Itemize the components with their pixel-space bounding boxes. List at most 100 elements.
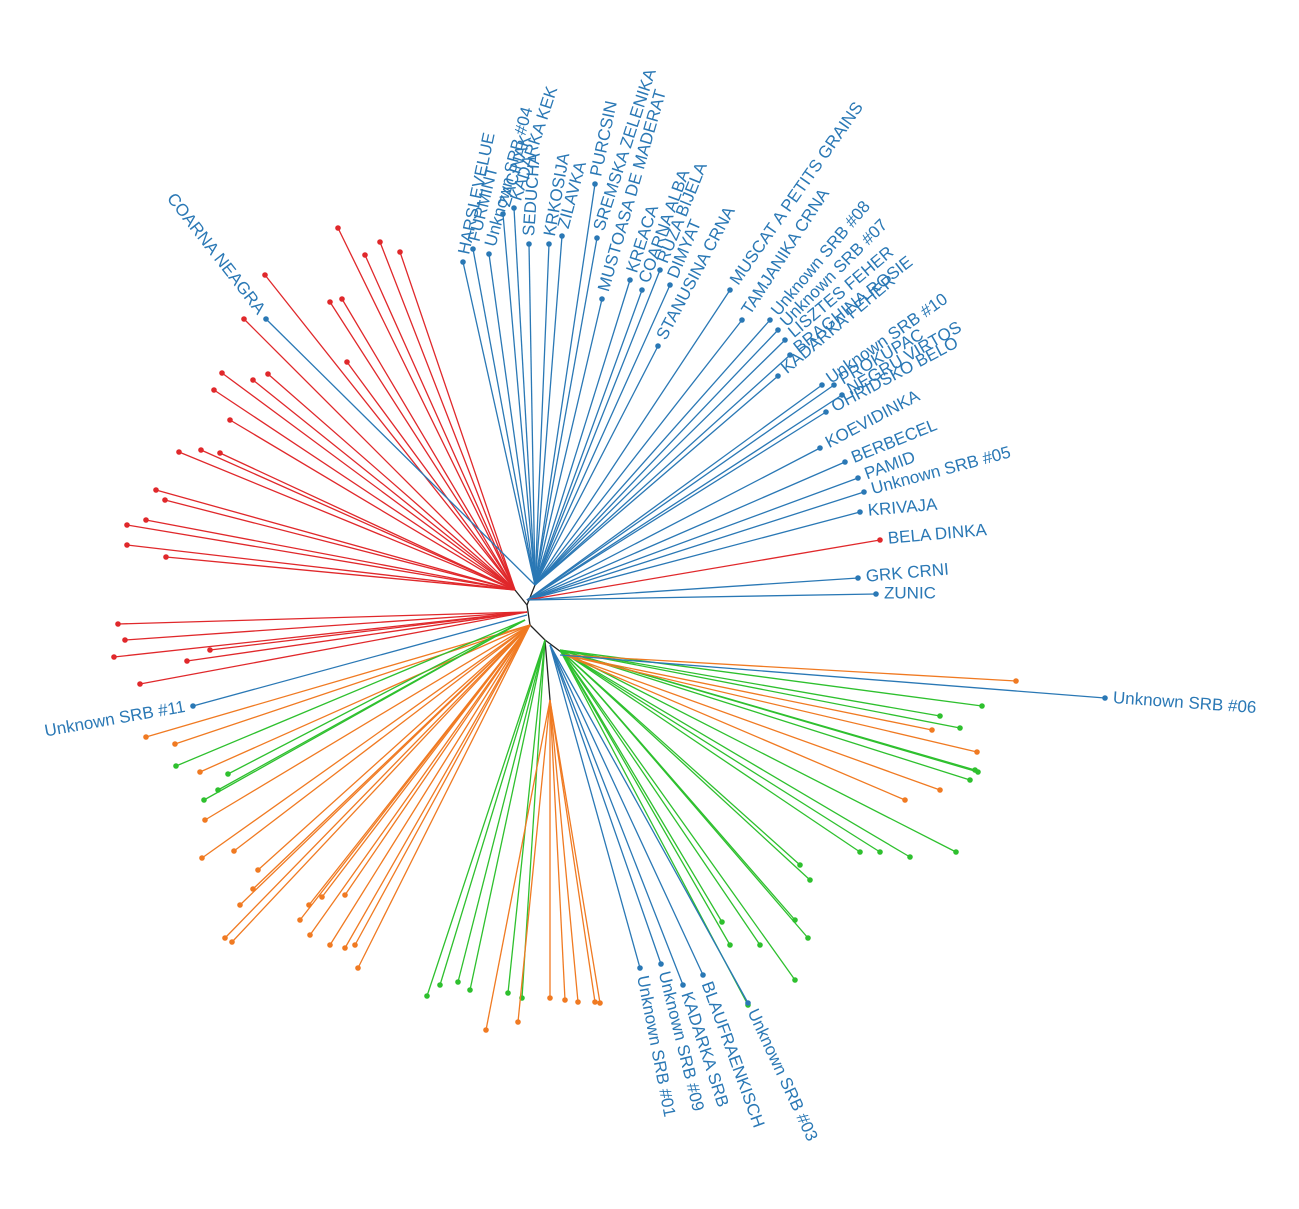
branch — [462, 261, 536, 586]
branch — [213, 389, 516, 591]
branch — [526, 577, 859, 601]
leaf-dot — [263, 316, 269, 322]
branch — [559, 649, 911, 858]
branch — [534, 319, 771, 586]
leaf-dot — [237, 902, 243, 908]
branch — [534, 279, 631, 586]
internal-branch — [529, 624, 546, 641]
leaf-dot — [342, 945, 348, 951]
leaf-dot — [547, 995, 553, 1001]
branch — [526, 491, 865, 601]
leaf-dot — [592, 999, 598, 1005]
leaf-dot — [225, 771, 231, 777]
branch — [549, 699, 601, 1004]
leaf-dot — [957, 725, 963, 731]
leaf-dot — [124, 542, 130, 548]
leaf-dot — [546, 241, 552, 247]
branch — [485, 699, 551, 1031]
leaf-dot — [797, 862, 803, 868]
branch — [364, 254, 516, 591]
leaf-dot — [967, 777, 973, 783]
leaf-dot — [775, 327, 781, 333]
leaf-dot — [344, 359, 350, 365]
branch — [559, 649, 861, 853]
branch — [399, 251, 516, 591]
leaf-dot — [460, 259, 466, 265]
leaf-dot — [855, 475, 861, 481]
branch — [559, 649, 971, 781]
leaf-dot — [377, 239, 383, 245]
branch — [231, 624, 531, 943]
branch — [559, 649, 811, 881]
branch — [526, 411, 827, 601]
branch — [299, 624, 531, 921]
branch — [243, 318, 516, 591]
branch — [224, 624, 531, 939]
branch — [341, 298, 516, 591]
branch — [201, 624, 531, 859]
branch — [534, 319, 743, 586]
leaf-dot — [739, 317, 745, 323]
leaf-dot — [190, 703, 196, 709]
leaf-dot — [297, 917, 303, 923]
leaf-dot — [211, 387, 217, 393]
branch — [534, 298, 603, 586]
leaf-dot — [307, 932, 313, 938]
branch — [526, 593, 877, 601]
branch — [513, 207, 536, 586]
branch — [549, 644, 684, 986]
branch — [534, 354, 791, 586]
branch — [344, 624, 531, 896]
branch — [559, 649, 809, 939]
leaf-dot — [342, 892, 348, 898]
branch — [534, 269, 661, 586]
leaf-dot — [597, 1000, 603, 1006]
leaf-dot — [592, 181, 598, 187]
leaf-label: BELA DINKA — [887, 520, 988, 548]
branch — [344, 624, 531, 949]
branch — [534, 345, 659, 586]
branch — [239, 624, 531, 906]
branch — [124, 611, 528, 641]
branch — [534, 339, 786, 586]
branch — [145, 519, 516, 591]
branch — [559, 649, 961, 729]
leaf-dot — [339, 296, 345, 302]
leaf-dot — [787, 352, 793, 358]
leaf-label: Unknown SRB #06 — [1112, 688, 1257, 717]
branch — [357, 624, 531, 969]
leaf-dot — [197, 769, 203, 775]
branch — [178, 451, 516, 591]
leaf-dot — [937, 787, 943, 793]
leaf-dot — [467, 987, 473, 993]
leaf-dot — [265, 371, 271, 377]
branch — [559, 649, 761, 946]
branch — [209, 611, 528, 651]
leaf-dot — [250, 377, 256, 383]
branch — [329, 301, 516, 591]
branch — [502, 213, 536, 586]
leaf-dot — [163, 554, 169, 560]
leaf-dot — [335, 225, 341, 231]
branch — [534, 329, 779, 586]
leaf-dot — [173, 763, 179, 769]
branch — [265, 318, 536, 586]
leaf-dot — [162, 497, 168, 503]
branch — [221, 372, 516, 591]
leaf-dot — [953, 849, 959, 855]
internal-branch — [514, 589, 528, 606]
branch — [113, 611, 528, 658]
branch — [233, 624, 531, 852]
branch — [229, 419, 516, 591]
branch — [507, 639, 546, 994]
branch — [534, 289, 643, 586]
leaf-dot — [599, 296, 605, 302]
leaf-dot — [855, 575, 861, 581]
leaf-dot — [680, 982, 686, 988]
leaf-dot — [327, 299, 333, 305]
leaf-dot — [184, 658, 190, 664]
leaf-dot — [929, 727, 935, 733]
leaf-dot — [255, 867, 261, 873]
leaf-label: COARNA NEAGRA — [163, 189, 270, 318]
